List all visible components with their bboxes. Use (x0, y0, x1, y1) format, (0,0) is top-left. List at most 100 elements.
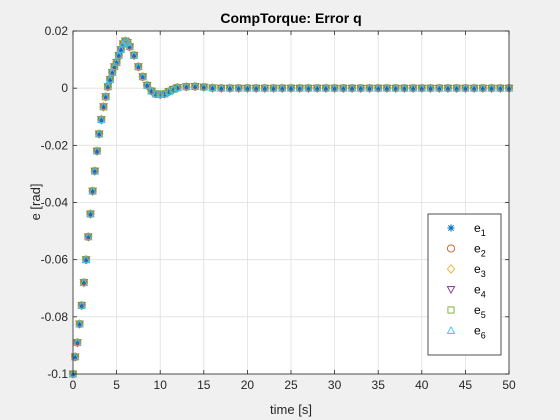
data-point (312, 83, 322, 92)
data-point (295, 83, 305, 92)
legend-label: e2 (474, 242, 486, 259)
data-point (399, 83, 409, 92)
data-point (107, 67, 117, 76)
legend-label-name: e (474, 262, 481, 276)
data-point (426, 83, 435, 92)
data-point (90, 166, 100, 175)
data-point (173, 83, 183, 91)
data-point (269, 83, 278, 92)
legend-box (427, 213, 502, 356)
y-tick-label: -0.04 (41, 196, 69, 210)
data-point (123, 37, 132, 46)
y-axis-title: e [rad] (28, 184, 43, 221)
data-point (417, 83, 427, 92)
y-tick-label: 0 (61, 81, 68, 95)
data-point (495, 83, 505, 92)
plot-frame (72, 30, 510, 375)
data-point (190, 81, 200, 90)
data-point (478, 83, 488, 92)
data-point (286, 83, 296, 92)
data-point (225, 83, 235, 92)
data-point (391, 83, 401, 92)
legend-label: e6 (474, 324, 486, 341)
legend-label-subscript: 4 (481, 290, 486, 300)
data-point (81, 255, 91, 263)
data-point (181, 82, 191, 91)
data-point (373, 83, 383, 92)
x-tick-label: 10 (154, 378, 168, 392)
x-tick-label: 50 (502, 378, 516, 392)
chart-title: CompTorque: Error q (220, 10, 361, 26)
data-point (99, 102, 108, 111)
data-point (330, 83, 339, 92)
data-point (72, 338, 82, 346)
legend-label-name: e (474, 242, 481, 256)
data-point (103, 82, 113, 91)
legend-label-name: e (474, 324, 481, 338)
y-tick-label: -0.1 (47, 367, 68, 381)
data-point (120, 36, 130, 45)
x-tick-label: 25 (284, 378, 298, 392)
legend-label: e1 (474, 221, 486, 238)
data-point (243, 83, 252, 92)
x-tick-label: 40 (415, 378, 429, 392)
data-point (86, 209, 95, 218)
data-point (125, 42, 135, 51)
data-point (251, 83, 261, 92)
x-tick-label: 35 (372, 378, 386, 392)
data-point (216, 83, 226, 92)
x-tick-label: 0 (70, 378, 77, 392)
data-point (151, 89, 161, 98)
data-point (487, 83, 496, 92)
legend-label-subscript: 6 (481, 331, 486, 341)
legend-label: e5 (474, 303, 486, 320)
data-point (234, 83, 244, 92)
data-point (199, 82, 209, 91)
legend-label-name: e (474, 303, 481, 317)
x-tick-label: 20 (241, 378, 255, 392)
x-axis-title: time [s] (270, 402, 312, 417)
data-point (112, 57, 121, 66)
legend-label-subscript: 5 (481, 310, 486, 320)
legend-label-subscript: 2 (481, 249, 486, 259)
legend-label-name: e (474, 283, 481, 297)
data-point (88, 186, 97, 195)
data-point (116, 45, 126, 53)
data-point (260, 83, 270, 92)
data-point (469, 83, 479, 92)
y-tick-label: -0.02 (41, 138, 69, 152)
legend-label-name: e (474, 221, 481, 235)
data-point (434, 83, 444, 92)
data-markers (68, 36, 514, 379)
data-point (77, 300, 87, 309)
y-tick-labels: 0.02 0 -0.02 -0.04 -0.06 -0.08 -0.1 (41, 24, 69, 381)
data-point (83, 232, 93, 241)
data-point (79, 278, 89, 286)
data-point (347, 83, 357, 92)
data-point (134, 62, 143, 71)
data-point (129, 50, 139, 59)
data-point (142, 80, 152, 89)
x-tick-label: 5 (113, 378, 120, 392)
series-e6 (68, 36, 514, 378)
data-point (321, 83, 331, 92)
x-tick-label: 30 (328, 378, 342, 392)
x-tick-labels: 0 5 10 15 20 25 30 35 40 45 50 (70, 378, 516, 392)
data-point (338, 83, 348, 92)
legend-label-subscript: 3 (481, 269, 486, 279)
data-point (408, 83, 418, 92)
legend-marker (446, 325, 456, 334)
y-tick-label: -0.06 (41, 253, 69, 267)
legend-label: e4 (474, 283, 486, 300)
data-point (147, 86, 156, 95)
legend-marker (446, 244, 456, 253)
legend-label: e3 (474, 262, 486, 279)
data-point (452, 83, 462, 92)
data-point (92, 146, 102, 155)
data-point (304, 83, 313, 92)
data-point (96, 115, 106, 123)
x-tick-label: 15 (197, 378, 211, 392)
legend-marker (446, 264, 456, 274)
data-point (356, 83, 366, 92)
